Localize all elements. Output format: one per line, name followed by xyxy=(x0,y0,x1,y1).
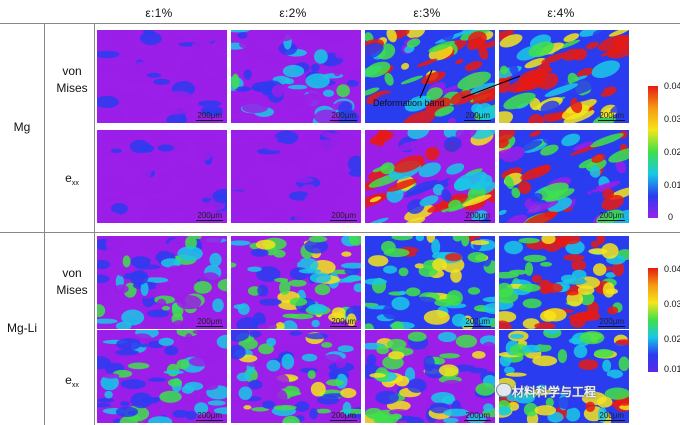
scale-bar: 200μm xyxy=(330,111,357,121)
scale-bar: 200μm xyxy=(330,317,357,327)
watermark-text: 材料科学与工程 xyxy=(512,385,597,399)
sublabel-mg-exx: exx xyxy=(65,171,79,187)
cbar-top-tick-0: 0.04 xyxy=(664,81,680,91)
scale-bar: 200μm xyxy=(196,111,223,121)
rule-v1 xyxy=(44,23,45,425)
rule-v2 xyxy=(94,23,95,425)
sublabel-mgli-vm: von Mises xyxy=(56,266,88,297)
strain-map-mg-li-exx-3: 200μm xyxy=(365,330,495,423)
colorbar-top xyxy=(648,86,658,218)
group-label-mgli: Mg-Li xyxy=(6,321,37,335)
colorbar-bottom xyxy=(648,268,658,372)
sublabel-mg-vm: von Mises xyxy=(56,64,88,95)
col-head-2: ε:2% xyxy=(279,6,307,20)
cbar-top-tick-2: 0.02 xyxy=(664,147,680,157)
scale-bar: 200μm xyxy=(598,111,625,121)
scale-bar: 200μm xyxy=(598,211,625,221)
scale-bar: 200μm xyxy=(196,211,223,221)
rule-top xyxy=(0,23,680,24)
strain-map-mg-li-exx-1: 200μm xyxy=(97,330,227,423)
strain-map-mg-vm-2: 200μm xyxy=(231,30,361,123)
cbar-bottom-tick-2: 0.02 xyxy=(664,334,680,344)
strain-map-mg-exx-2: 200μm xyxy=(231,130,361,223)
cbar-bottom-tick-0: 0.04 xyxy=(664,264,680,274)
strain-map-mg-exx-4: 200μm xyxy=(499,130,629,223)
scale-bar: 200μm xyxy=(464,211,491,221)
scale-bar: 200μm xyxy=(598,317,625,327)
watermark-icon xyxy=(496,383,512,397)
strain-map-mg-li-vm-3: 200μm xyxy=(365,236,495,329)
cbar-bottom-tick-1: 0.03 xyxy=(664,299,680,309)
cbar-top-tick-4: 0 xyxy=(668,212,674,222)
cbar-bottom-tick-3: 0.01 xyxy=(664,364,680,374)
strain-map-mg-li-exx-2: 200μm xyxy=(231,330,361,423)
strain-map-mg-li-exx-4: 200μm xyxy=(499,330,629,423)
annotation-deformation-band: Deformation band xyxy=(373,98,445,108)
strain-map-mg-li-vm-4: 200μm xyxy=(499,236,629,329)
scale-bar: 200μm xyxy=(196,411,223,421)
strain-map-mg-vm-1: 200μm xyxy=(97,30,227,123)
scale-bar: 200μm xyxy=(330,411,357,421)
col-head-1: ε:1% xyxy=(145,6,173,20)
scale-bar: 200μm xyxy=(464,317,491,327)
strain-map-mg-li-vm-1: 200μm xyxy=(97,236,227,329)
rule-mid xyxy=(0,232,680,233)
scale-bar: 200μm xyxy=(196,317,223,327)
strain-map-mg-li-vm-2: 200μm xyxy=(231,236,361,329)
strain-map-mg-vm-4: 200μm xyxy=(499,30,629,123)
strain-map-mg-exx-3: 200μm xyxy=(365,130,495,223)
group-label-mg: Mg xyxy=(13,120,31,134)
cbar-top-tick-3: 0.01 xyxy=(664,180,680,190)
scale-bar: 200μm xyxy=(464,111,491,121)
col-head-3: ε:3% xyxy=(413,6,441,20)
cbar-top-tick-1: 0.03 xyxy=(664,114,680,124)
scale-bar: 200μm xyxy=(598,411,625,421)
scale-bar: 200μm xyxy=(464,411,491,421)
strain-map-mg-exx-1: 200μm xyxy=(97,130,227,223)
col-head-4: ε:4% xyxy=(547,6,575,20)
strain-map-mg-vm-3: 200μm xyxy=(365,30,495,123)
sublabel-mgli-exx: exx xyxy=(65,373,79,389)
scale-bar: 200μm xyxy=(330,211,357,221)
